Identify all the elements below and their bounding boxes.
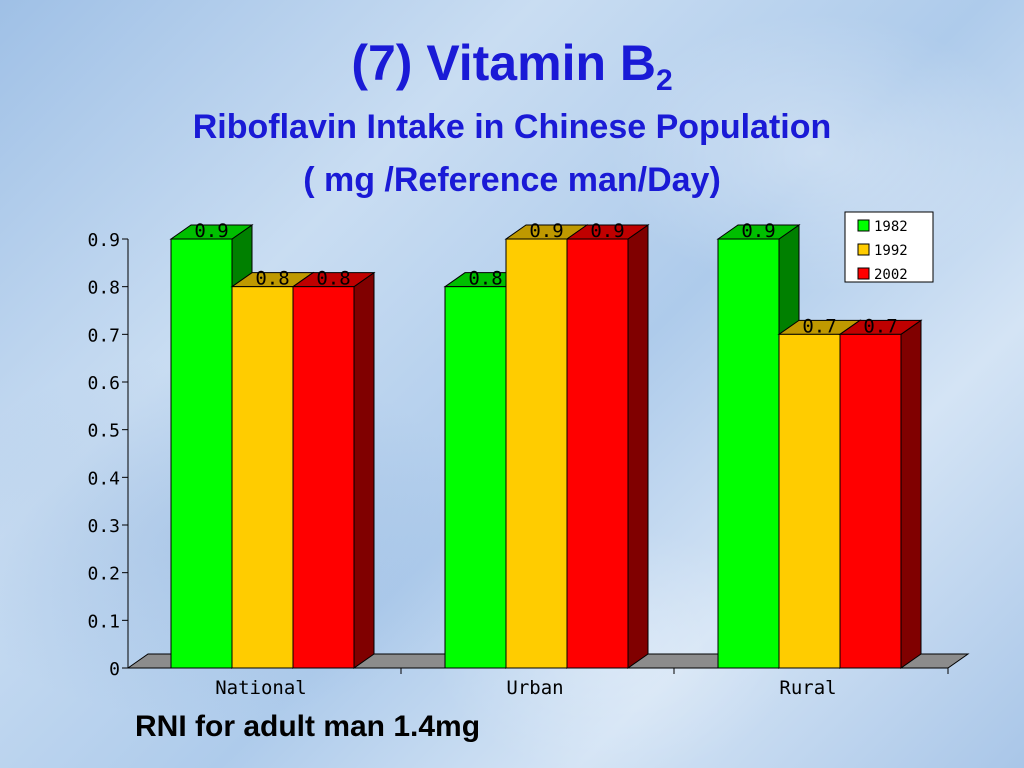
bar-rural-1992 [778, 333, 841, 669]
bar-side-urban-2002 [627, 224, 649, 669]
data-label-urban-2002: 0.9 [590, 220, 624, 242]
y-tick-label: 0.4 [87, 468, 120, 489]
data-label-national-2002: 0.8 [316, 268, 350, 290]
subtitle-line-1: Riboflavin Intake in Chinese Population [192, 108, 832, 146]
bar-national-2002 [292, 286, 355, 669]
legend-swatch-1992 [857, 243, 870, 256]
bar-side-national-2002 [353, 271, 375, 669]
data-label-rural-2002: 0.7 [863, 315, 897, 337]
chart-legend: 1982 1992 2002 [844, 211, 934, 283]
y-tick-label: 0 [109, 659, 120, 680]
data-label-urban-1982: 0.8 [468, 268, 502, 290]
bar-rural-2002 [839, 333, 902, 669]
y-tick-label: 0.3 [87, 516, 120, 537]
bar-urban-2002 [566, 238, 629, 669]
title-subscript: 2 [656, 64, 673, 97]
y-tick-label: 0.7 [87, 325, 120, 346]
bar-urban-1992 [505, 238, 568, 669]
data-label-rural-1982: 0.9 [741, 220, 775, 242]
legend-label-2002: 2002 [874, 267, 908, 283]
bar-urban-1982 [444, 286, 507, 669]
x-category-label-rural: Rural [779, 677, 836, 699]
y-tick-label: 0.1 [87, 611, 120, 632]
bar-national-1992 [231, 286, 294, 669]
data-label-rural-1992: 0.7 [802, 315, 836, 337]
legend-label-1982: 1982 [874, 219, 908, 235]
y-tick-label: 0.6 [87, 373, 120, 394]
legend-swatch-1982 [857, 219, 870, 232]
y-tick-label: 0.5 [87, 421, 120, 442]
footnote: RNI for adult man 1.4mg [135, 710, 481, 743]
subtitle-line-2: ( mg /Reference man/Day) [303, 161, 721, 199]
legend-swatch-2002 [857, 267, 870, 280]
bar-national-1982 [170, 238, 233, 669]
bar-side-rural-2002 [900, 319, 922, 669]
y-tick-label: 0.9 [87, 230, 120, 251]
x-category-label-national: National [215, 677, 307, 699]
slide-title: (7) Vitamin B2 [0, 34, 1024, 98]
title-text: (7) Vitamin B [351, 35, 656, 91]
data-label-national-1982: 0.9 [194, 220, 228, 242]
y-tick-label: 0.2 [87, 564, 120, 585]
x-category-label-urban: Urban [506, 677, 563, 699]
y-tick-label: 0.8 [87, 278, 120, 299]
data-label-urban-1992: 0.9 [529, 220, 563, 242]
legend-label-1992: 1992 [874, 243, 908, 259]
data-label-national-1992: 0.8 [255, 268, 289, 290]
bar-rural-1982 [717, 238, 780, 669]
